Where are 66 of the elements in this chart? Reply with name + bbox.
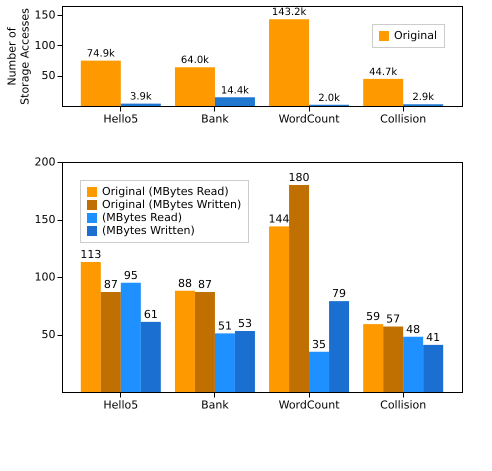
x-tick-label: WordCount	[278, 112, 340, 126]
legend-label: Original (MBytes Read)	[102, 185, 229, 198]
data-label: 57	[386, 312, 400, 326]
bar	[423, 344, 444, 392]
data-label: 87	[104, 278, 118, 291]
data-label: 35	[312, 338, 326, 351]
bar	[174, 290, 195, 392]
data-label: 2.0k	[318, 92, 340, 104]
y-tick-label: 100	[34, 38, 56, 52]
data-label: 3.9k	[130, 92, 152, 103]
data-label: 79	[332, 287, 346, 300]
bar	[309, 352, 330, 392]
data-label: 87	[198, 278, 212, 291]
data-label: 51	[218, 319, 232, 332]
data-label: 180	[288, 171, 310, 184]
bar	[383, 326, 404, 392]
bar	[269, 226, 290, 392]
legend-label: (MBytes Read)	[102, 211, 182, 224]
data-label: 143.2k	[272, 7, 306, 18]
x-tick-label: Bank	[201, 112, 230, 126]
data-label: 41	[426, 330, 440, 344]
bar	[269, 19, 310, 106]
data-label: 48	[406, 322, 420, 336]
data-label: 144	[268, 212, 290, 226]
y-axis-title: Number of Storage Accesses	[6, 8, 32, 105]
bar	[120, 282, 141, 392]
bar	[214, 333, 235, 392]
legend-label: Original (MBytes Written)	[102, 198, 242, 211]
x-tick-label: Bank	[201, 398, 230, 412]
y-tick-label: 100	[34, 270, 56, 284]
data-label: 74.9k	[86, 48, 116, 60]
bar	[234, 331, 255, 392]
x-tick-label: WordCount	[278, 398, 340, 412]
data-label: 44.7k	[369, 66, 398, 78]
x-tick-label: Collision	[380, 398, 426, 412]
data-label: 53	[238, 317, 252, 330]
bar	[80, 60, 121, 106]
data-label: 61	[144, 308, 158, 321]
legend-label: (MBytes Written)	[102, 224, 195, 237]
legend-label: Original	[394, 29, 438, 42]
bar	[289, 185, 310, 392]
data-label: 2.9k	[412, 92, 434, 104]
x-tick-label: Collision	[380, 112, 426, 126]
y-tick-label: 50	[42, 69, 56, 82]
bar	[100, 292, 121, 392]
bar	[140, 322, 161, 392]
data-label: 59	[366, 310, 380, 324]
bar	[363, 324, 384, 392]
bar	[329, 301, 350, 392]
y-tick-label: 200	[34, 156, 56, 168]
data-label: 113	[80, 248, 102, 262]
x-tick-label: Hello5	[103, 112, 138, 126]
y-tick-label: 150	[34, 8, 56, 22]
x-tick-label: Hello5	[103, 398, 138, 412]
bar	[194, 292, 215, 392]
data-label: 64.0k	[180, 55, 210, 66]
y-tick-label: 50	[42, 328, 56, 341]
bar	[174, 67, 215, 106]
data-label: 95	[124, 268, 138, 282]
bar	[403, 336, 424, 392]
data-label: 88	[178, 276, 192, 290]
bar	[214, 97, 255, 106]
bar	[363, 78, 404, 106]
data-label: 14.4k	[220, 85, 250, 96]
y-tick-label: 150	[34, 213, 56, 226]
bar	[80, 262, 101, 392]
